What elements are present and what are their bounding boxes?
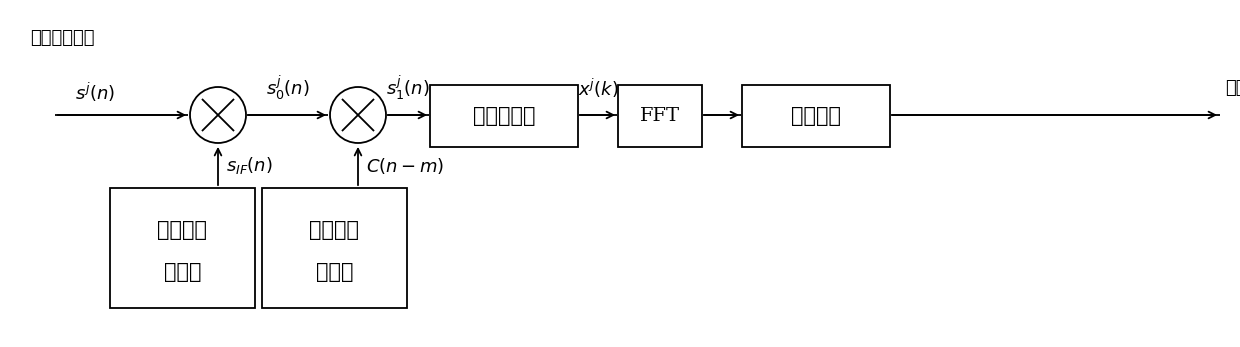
Text: 输出: 输出 <box>1225 79 1240 97</box>
Text: 门限判决: 门限判决 <box>791 106 841 126</box>
Bar <box>262 188 407 308</box>
Text: 相干降采样: 相干降采样 <box>472 106 536 126</box>
Bar <box>110 188 255 308</box>
Text: 本地伪码: 本地伪码 <box>310 220 360 240</box>
Ellipse shape <box>330 87 386 143</box>
Text: $x^j(k)$: $x^j(k)$ <box>578 76 619 100</box>
Text: 发生器: 发生器 <box>164 262 201 282</box>
Text: $s_1^j(n)$: $s_1^j(n)$ <box>386 74 430 102</box>
Bar <box>430 85 578 147</box>
Text: $C(n-m)$: $C(n-m)$ <box>366 155 444 176</box>
Ellipse shape <box>190 87 246 143</box>
Text: $s^j(n)$: $s^j(n)$ <box>74 81 115 104</box>
Text: 输入中频信号: 输入中频信号 <box>30 29 94 47</box>
Text: FFT: FFT <box>640 107 680 125</box>
Text: 发生器: 发生器 <box>316 262 353 282</box>
Bar <box>618 85 702 147</box>
Text: $s_{IF}(n)$: $s_{IF}(n)$ <box>226 155 273 176</box>
Text: 本地载波: 本地载波 <box>157 220 207 240</box>
Text: $s_0^j(n)$: $s_0^j(n)$ <box>267 74 310 102</box>
Bar <box>742 85 890 147</box>
